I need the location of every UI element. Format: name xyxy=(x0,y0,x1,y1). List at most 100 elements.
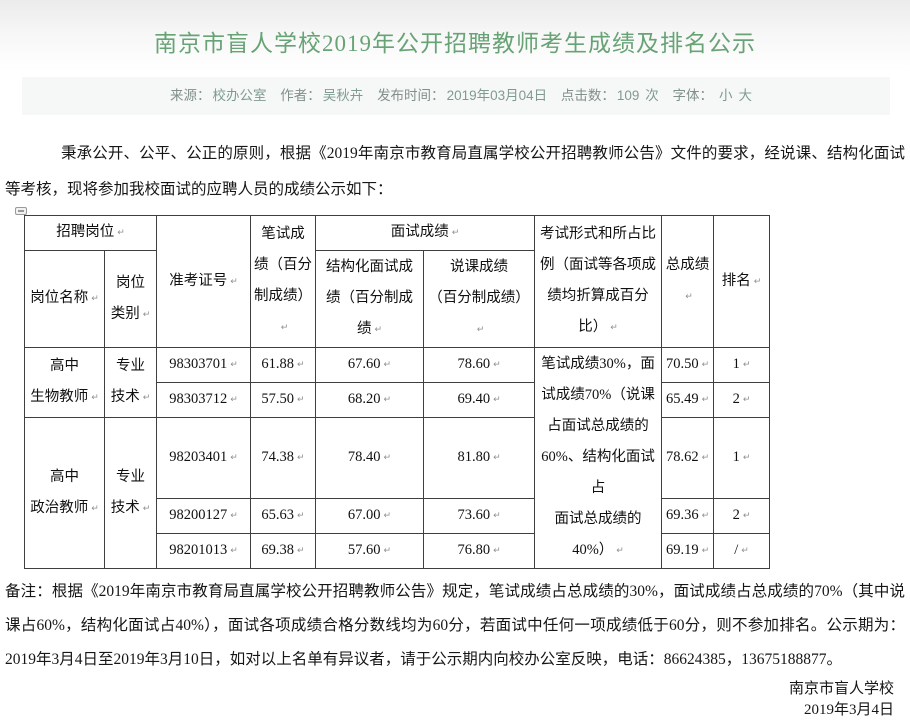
paragraph-mark: ↵ xyxy=(117,228,125,238)
signature-block: 南京市盲人学校 2019年3月4日 xyxy=(0,679,894,721)
paragraph-mark: ↵ xyxy=(610,323,618,333)
exam-id-cell: 98200127 ↵ xyxy=(156,498,252,534)
lecture-score-cell: 78.60 ↵ xyxy=(423,347,536,383)
header-total-score: 总成绩↵ xyxy=(661,215,715,348)
weight-note-cell: 笔试成绩30%，面 试成绩70%（说课 占面试总成绩的 60%、结构化面试占 面… xyxy=(534,347,663,569)
header-area: 南京市盲人学校2019年公开招聘教师考生成绩及排名公示 来源： 校办公室 作者：吴… xyxy=(0,0,910,116)
signature-name: 南京市盲人学校 xyxy=(788,681,894,697)
score-table-wrapper: 招聘岗位 ↵ 准考证号 ↵ 笔试成 绩（百分 制成绩）↵ 面试成绩 ↵ 考试形式和所占… xyxy=(15,207,771,569)
total-score-cell: 70.50 ↵ xyxy=(661,347,715,383)
total-score-cell: 65.49 ↵ xyxy=(661,382,715,418)
lecture-score-cell: 76.80 ↵ xyxy=(423,533,536,569)
written-score-cell: 74.38 ↵ xyxy=(250,417,317,499)
table-row: 98200127 ↵ 65.63 ↵ 67.00 ↵ 73.60 ↵ 69.36 ↵ 2 ↵ xyxy=(25,498,771,534)
intro-paragraph: 秉承公开、公平、公正的原则，根据《2019年南京市教育局直属学校公开招聘教师公告… xyxy=(5,145,905,198)
paragraph-mark: ↵ xyxy=(493,360,501,370)
header-position-name: 岗位名称 ↵ xyxy=(24,250,105,348)
paragraph-mark: ↵ xyxy=(383,395,392,405)
paragraph-mark: ↵ xyxy=(383,511,392,521)
table-anchor-icon xyxy=(15,207,27,215)
paragraph-mark: ↵ xyxy=(383,546,392,556)
total-score-cell: 69.19 ↵ xyxy=(661,533,715,569)
signature-date: 2019年3月4日 xyxy=(803,702,894,718)
paragraph-mark: ↵ xyxy=(742,395,751,405)
paragraph-mark: ↵ xyxy=(297,511,305,521)
paragraph-mark: ↵ xyxy=(742,453,751,463)
paragraph-mark: ↵ xyxy=(297,360,305,370)
paragraph-mark: ↵ xyxy=(742,511,751,521)
written-score-cell: 61.88 ↵ xyxy=(250,347,317,383)
source-label: 来源： xyxy=(170,88,211,103)
header-interview-score: 面试成绩 ↵ xyxy=(315,215,536,251)
paragraph-mark: ↵ xyxy=(230,453,238,463)
paragraph-mark: ↵ xyxy=(383,453,392,463)
paragraph-mark: ↵ xyxy=(616,546,624,556)
paragraph-mark: ↵ xyxy=(493,546,501,556)
paragraph-mark: ↵ xyxy=(701,360,710,370)
header-exam-form: 考试形式和所占比 例（面试等各项成 绩均折算成百分 比） ↵ xyxy=(534,215,663,348)
paragraph-mark: ↵ xyxy=(701,511,710,521)
paragraph-mark: ↵ xyxy=(142,503,151,514)
paragraph-mark: ↵ xyxy=(753,276,762,287)
paragraph-mark: ↵ xyxy=(451,228,460,238)
exam-id-cell: 98303701 ↵ xyxy=(156,347,252,383)
header-rank: 排名 ↵ xyxy=(713,215,771,348)
page-title: 南京市盲人学校2019年公开招聘教师考生成绩及排名公示 xyxy=(154,31,756,56)
paragraph-mark: ↵ xyxy=(493,395,501,405)
structured-score-cell: 68.20 ↵ xyxy=(315,382,425,418)
paragraph-mark: ↵ xyxy=(230,395,238,405)
paragraph-mark: ↵ xyxy=(742,360,751,370)
paragraph-mark: ↵ xyxy=(230,276,238,287)
paragraph-mark: ↵ xyxy=(230,546,238,556)
header-structured-interview: 结构化面试成 绩（百分制成绩 ↵ xyxy=(315,250,425,348)
rank-cell: 2 ↵ xyxy=(713,382,771,418)
paragraph-mark: ↵ xyxy=(297,546,305,556)
header-position-type: 岗位 类别 ↵ xyxy=(103,250,158,348)
score-table: 招聘岗位 ↵ 准考证号 ↵ 笔试成 绩（百分 制成绩）↵ 面试成绩 ↵ 考试形式和所占… xyxy=(23,215,771,569)
header-recruit-position: 招聘岗位 ↵ xyxy=(23,215,158,251)
structured-score-cell: 67.60 ↵ xyxy=(315,347,425,383)
rank-cell: / ↵ xyxy=(713,533,771,569)
author-value: 吴秋卉 xyxy=(322,88,364,103)
rank-cell: 1 ↵ xyxy=(713,347,771,383)
paragraph-mark: ↵ xyxy=(701,453,710,463)
header-exam-id: 准考证号 ↵ xyxy=(156,215,252,348)
table-row: 98303712 ↵ 57.50 ↵ 68.20 ↵ 69.40 ↵ 65.49 ↵ 2 ↵ xyxy=(25,382,771,418)
font-size-label: 字体： xyxy=(672,88,713,103)
publish-time-value: 2019年03月04日 xyxy=(446,88,548,103)
paragraph-mark: ↵ xyxy=(280,323,289,333)
publish-time-label: 发布时间： xyxy=(377,88,445,103)
lecture-score-cell: 81.80 ↵ xyxy=(423,417,536,499)
exam-id-cell: 98303712 ↵ xyxy=(156,382,252,418)
structured-score-cell: 67.00 ↵ xyxy=(315,498,425,534)
font-large-button[interactable]: 大 xyxy=(738,88,752,103)
paragraph-mark: ↵ xyxy=(230,511,238,521)
position-cell: 高中 政治教师 ↵ xyxy=(24,417,105,569)
paragraph-mark: ↵ xyxy=(383,360,392,370)
paragraph-mark: ↵ xyxy=(493,511,501,521)
written-score-cell: 69.38 ↵ xyxy=(250,533,317,569)
written-score-cell: 57.50 ↵ xyxy=(250,382,317,418)
rank-cell: 2 ↵ xyxy=(713,498,771,534)
exam-id-cell: 98201013 ↵ xyxy=(156,533,252,569)
paragraph-mark: ↵ xyxy=(741,546,749,556)
font-small-button[interactable]: 小 xyxy=(718,88,733,103)
paragraph-mark: ↵ xyxy=(91,393,99,403)
lecture-score-cell: 73.60 ↵ xyxy=(423,498,536,534)
written-score-cell: 65.63 ↵ xyxy=(250,498,317,534)
paragraph-mark: ↵ xyxy=(91,503,99,514)
remark-paragraph: 备注：根据《2019年南京市教育局直属学校公开招聘教师公告》规定，笔试成绩占总成… xyxy=(5,583,905,668)
meta-bar: 来源： 校办公室 作者： 吴秋卉 发布时间： 2019年03月04日 点击数： 109 … xyxy=(22,77,890,115)
paragraph-mark: ↵ xyxy=(91,294,99,304)
position-type-cell: 专业 技术 ↵ xyxy=(103,417,158,569)
structured-score-cell: 57.60 ↵ xyxy=(315,533,425,569)
position-type-cell: 专业 技术 ↵ xyxy=(103,347,158,418)
total-score-cell: 78.62 ↵ xyxy=(661,417,715,499)
total-score-cell: 69.36 ↵ xyxy=(661,498,715,534)
hits-value: 109 xyxy=(616,88,640,103)
lecture-score-cell: 69.40 ↵ xyxy=(423,382,536,418)
paragraph-mark: ↵ xyxy=(142,393,151,403)
paragraph-mark: ↵ xyxy=(685,292,693,302)
paragraph-mark: ↵ xyxy=(297,453,305,463)
